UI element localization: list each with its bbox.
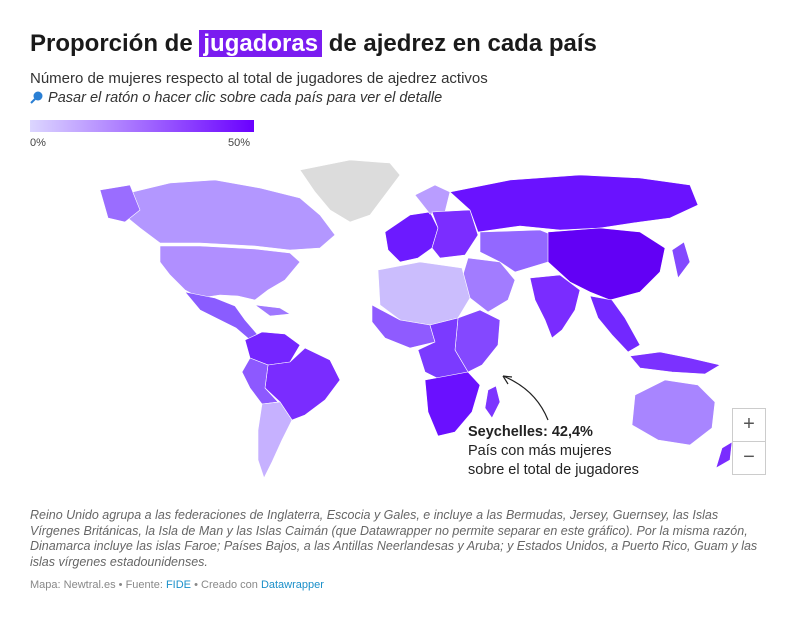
- subtitle: Número de mujeres respecto al total de j…: [30, 70, 488, 87]
- zoom-out-button[interactable]: −: [732, 441, 766, 475]
- source-label: Fuente:: [125, 579, 163, 591]
- annotation-line-1: País con más mujeres: [468, 443, 612, 459]
- annotation-arrow: [502, 375, 549, 421]
- region-argentina-chile[interactable]: [257, 401, 293, 479]
- source-link[interactable]: FIDE: [165, 579, 192, 591]
- region-caribbean[interactable]: [253, 304, 291, 317]
- pointer-icon: [30, 90, 48, 106]
- region-west-africa[interactable]: [371, 304, 436, 349]
- region-japan[interactable]: [671, 241, 691, 279]
- footer-separator: •: [118, 579, 123, 591]
- annotation-arrowhead: [502, 375, 513, 385]
- map-credit: Mapa: Newtral.es: [30, 579, 116, 591]
- annotation-title: Seychelles: 42,4%: [468, 424, 593, 440]
- region-madagascar[interactable]: [484, 385, 501, 419]
- region-southeast-asia[interactable]: [589, 295, 641, 353]
- region-scandinavia[interactable]: [414, 184, 451, 215]
- created-label: Creado con: [201, 579, 258, 591]
- legend-min-label: 0%: [30, 137, 46, 149]
- region-western-europe[interactable]: [384, 211, 439, 263]
- zoom-in-button[interactable]: +: [732, 408, 766, 442]
- region-russia[interactable]: [449, 174, 699, 233]
- region-mexico-central-america[interactable]: [184, 291, 259, 341]
- region-eastern-europe[interactable]: [431, 209, 479, 259]
- hint-row: Pasar el ratón o hacer clic sobre cada p…: [30, 90, 442, 106]
- region-india[interactable]: [529, 274, 581, 339]
- datawrapper-link[interactable]: Datawrapper: [260, 579, 324, 591]
- footnote: Reino Unido agrupa a las federaciones de…: [30, 508, 758, 569]
- region-canada[interactable]: [117, 179, 336, 251]
- legend-color-scale: [30, 120, 254, 132]
- region-alaska[interactable]: [99, 184, 141, 223]
- region-southern-africa[interactable]: [424, 371, 481, 437]
- footer-separator: •: [194, 579, 198, 591]
- title-part-2: de ajedrez en cada país: [328, 30, 597, 57]
- region-central-asia[interactable]: [479, 229, 561, 273]
- region-china[interactable]: [547, 227, 666, 301]
- region-greenland[interactable]: [299, 159, 401, 223]
- title-highlight: jugadoras: [199, 30, 323, 57]
- region-indonesia[interactable]: [629, 351, 721, 375]
- region-new-zealand[interactable]: [715, 441, 733, 469]
- footer: Mapa: Newtral.es • Fuente: FIDE • Creado…: [30, 579, 324, 591]
- hint-text: Pasar el ratón o hacer clic sobre cada p…: [48, 90, 443, 106]
- title-part-1: Proporción de: [30, 30, 193, 57]
- region-usa[interactable]: [159, 245, 301, 301]
- region-australia[interactable]: [631, 379, 716, 446]
- legend-max-label: 50%: [228, 137, 251, 149]
- region-brazil[interactable]: [264, 347, 341, 421]
- chart-title: Proporción de jugadoras de ajedrez en ca…: [30, 30, 597, 58]
- annotation-line-2: sobre el total de jugadores: [468, 462, 639, 478]
